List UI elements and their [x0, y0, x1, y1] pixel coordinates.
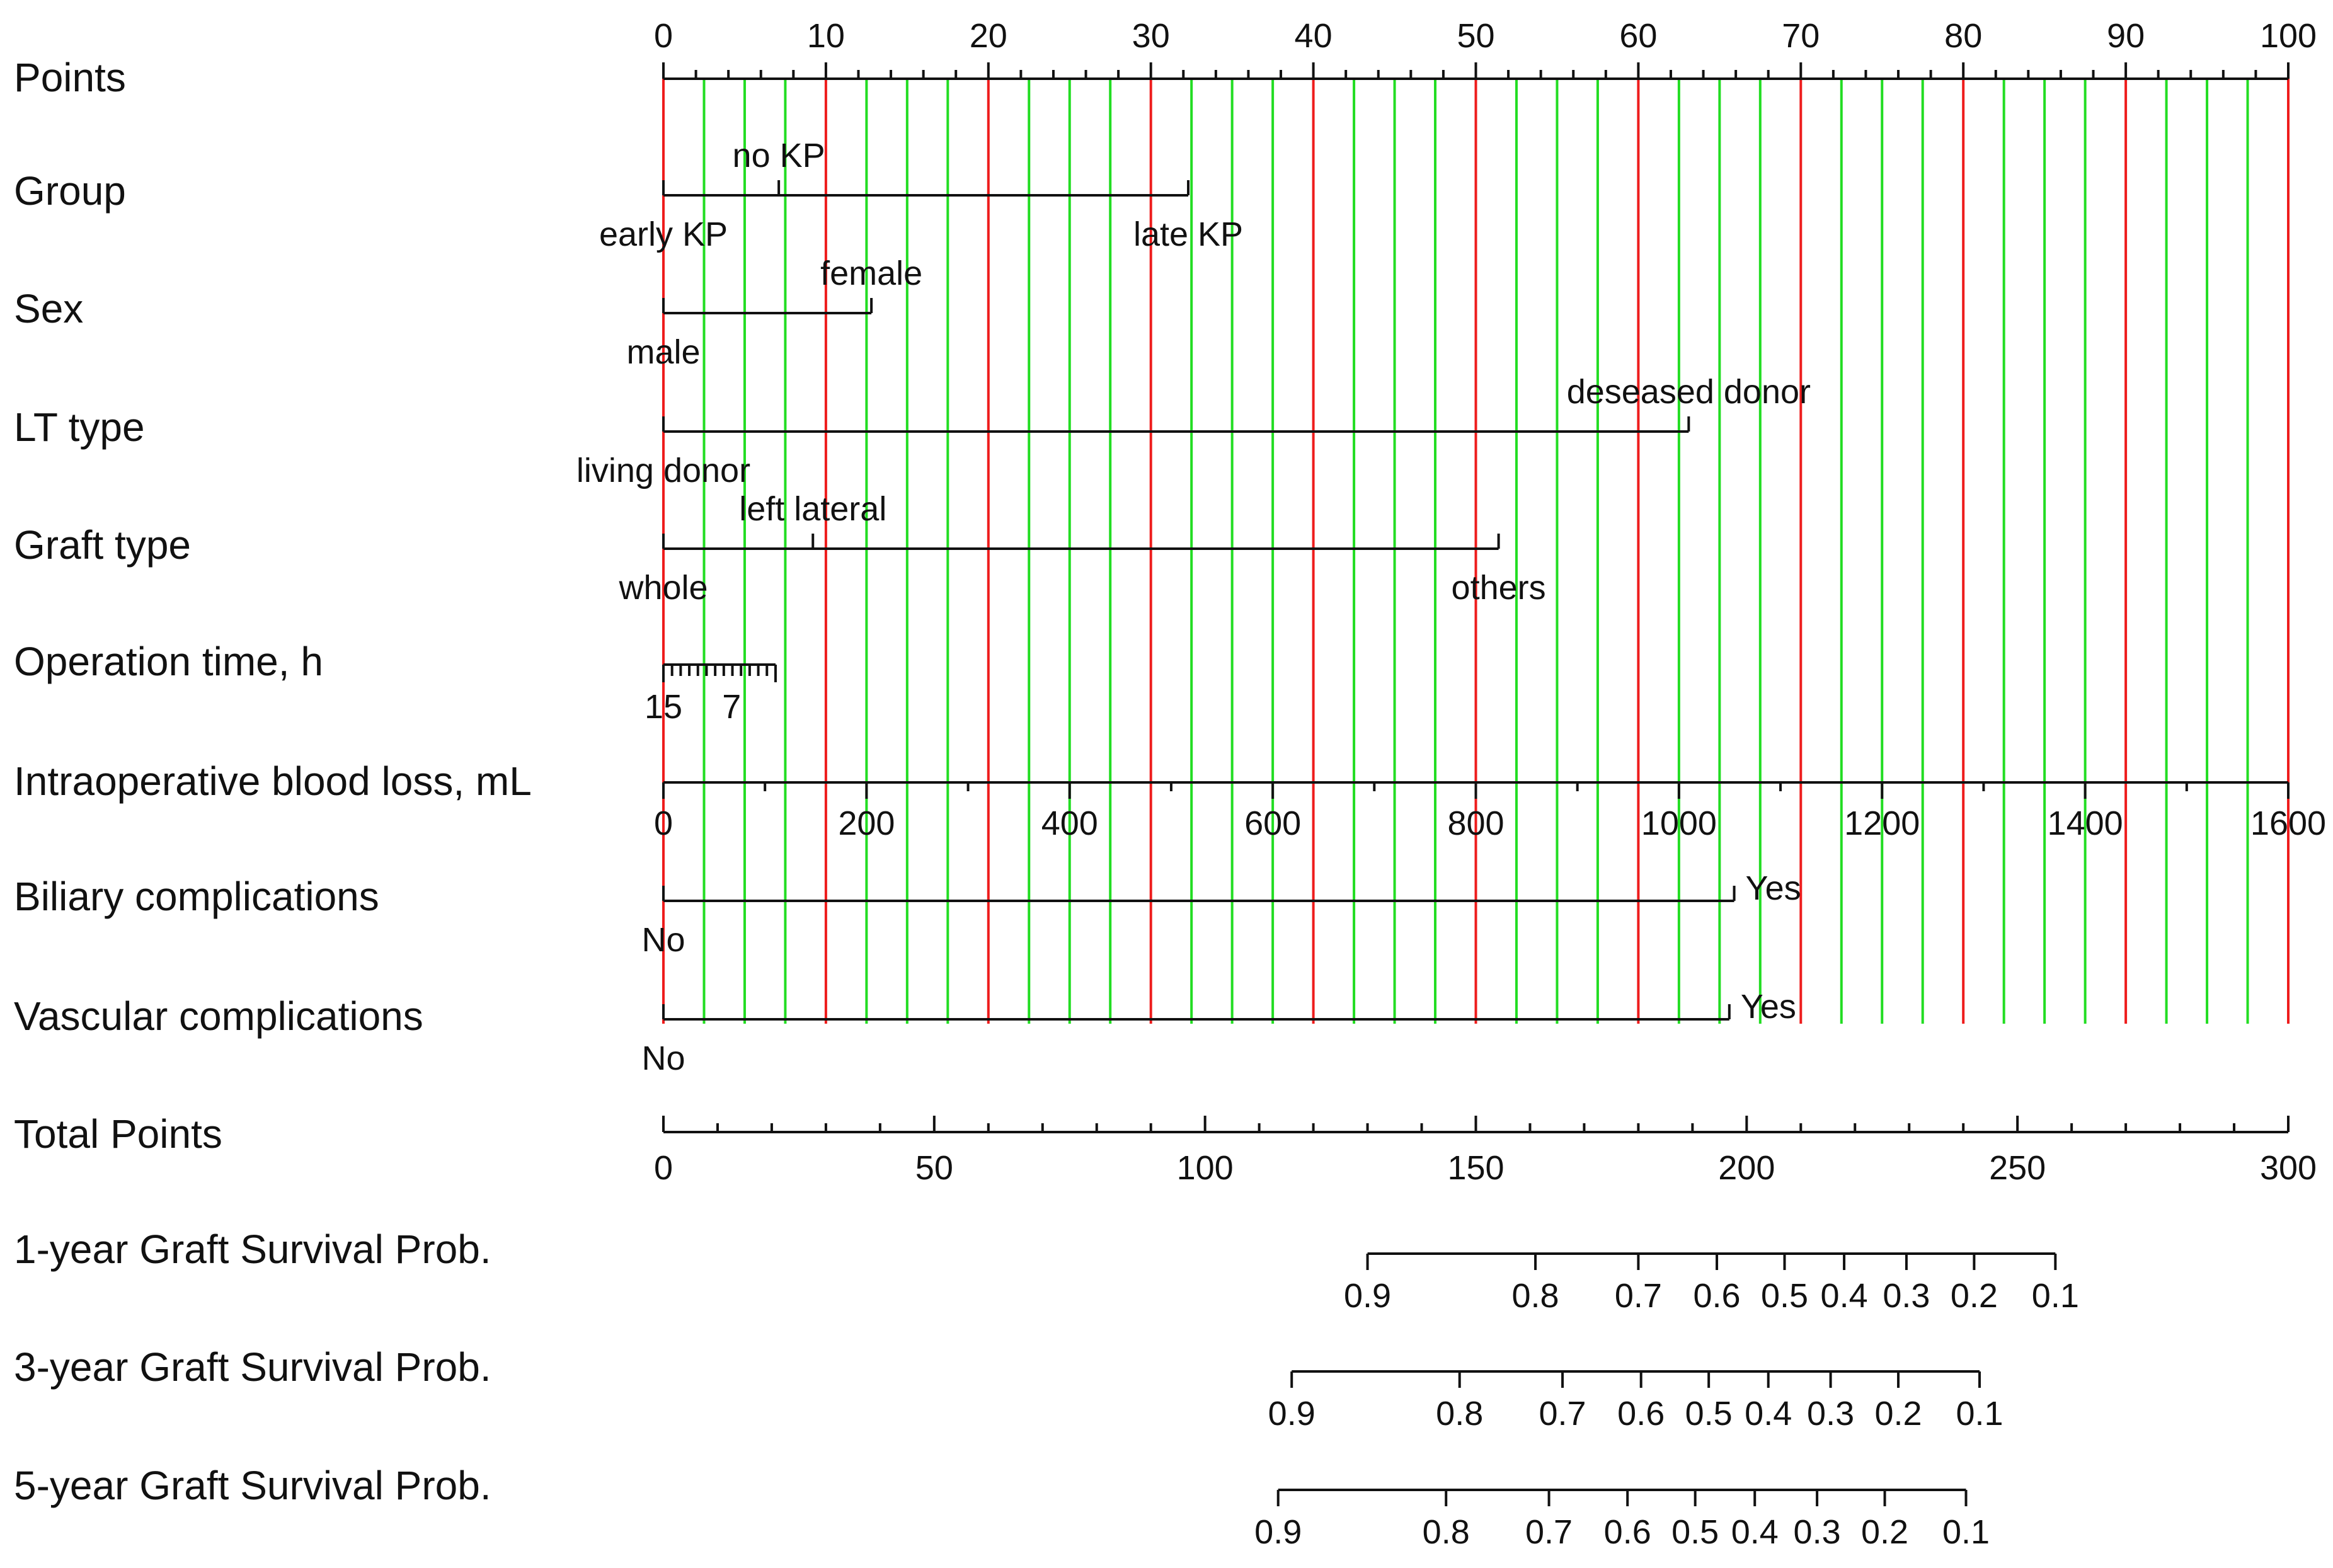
probability-tick-label: 0.3 — [1883, 1277, 1930, 1315]
probability-tick-label: 0.5 — [1671, 1513, 1719, 1551]
variable-label: Operation time, h — [14, 639, 323, 684]
level-label: left lateral — [739, 490, 886, 528]
level-label: male — [626, 333, 700, 371]
total-points-tick-label: 0 — [654, 1149, 673, 1187]
points-tick-label: 30 — [1132, 17, 1170, 55]
level-label: late KP — [1133, 215, 1243, 253]
points-tick-label: 70 — [1782, 17, 1820, 55]
probability-axis-label: 1-year Graft Survival Prob. — [14, 1227, 491, 1272]
level-label: whole — [618, 569, 708, 607]
probability-tick-label: 0.4 — [1745, 1395, 1792, 1433]
level-label: No — [641, 921, 685, 959]
points-tick-label: 60 — [1619, 17, 1657, 55]
points-tick-label: 0 — [654, 17, 673, 55]
probability-tick-label: 0.9 — [1268, 1395, 1316, 1433]
points-tick-label: 80 — [1944, 17, 1982, 55]
level-label: early KP — [599, 215, 728, 253]
points-tick-label: 40 — [1295, 17, 1333, 55]
level-label: deseased donor — [1567, 373, 1811, 411]
variable-label: Graft type — [14, 522, 191, 568]
probability-tick-label: 0.2 — [1875, 1395, 1922, 1433]
level-label: living donor — [576, 452, 750, 489]
points-tick-label: 100 — [2260, 17, 2317, 55]
probability-tick-label: 0.9 — [1344, 1277, 1391, 1315]
probability-tick-label: 0.6 — [1604, 1513, 1651, 1551]
total-points-label: Total Points — [14, 1111, 222, 1157]
variable-tick-label: 600 — [1244, 804, 1301, 842]
probability-tick-label: 0.5 — [1761, 1277, 1808, 1315]
variable-label: Intraoperative blood loss, mL — [14, 758, 532, 804]
level-label: No — [641, 1039, 685, 1077]
variable-label: Vascular complications — [14, 993, 423, 1039]
level-label: Yes — [1741, 988, 1796, 1026]
probability-axis-label: 3-year Graft Survival Prob. — [14, 1344, 491, 1390]
probability-tick-label: 0.4 — [1731, 1513, 1779, 1551]
points-tick-label: 10 — [807, 17, 845, 55]
variable-tick-label: 1200 — [1844, 804, 1920, 842]
probability-tick-label: 0.5 — [1685, 1395, 1733, 1433]
total-points-tick-label: 100 — [1177, 1149, 1234, 1187]
points-tick-label: 20 — [970, 17, 1007, 55]
total-points-tick-label: 50 — [915, 1149, 953, 1187]
variable-tick-label: 15 — [645, 688, 682, 726]
total-points-tick-label: 250 — [1989, 1149, 2046, 1187]
probability-tick-label: 0.3 — [1794, 1513, 1841, 1551]
probability-axis-label: 5-year Graft Survival Prob. — [14, 1463, 491, 1508]
total-points-tick-label: 150 — [1447, 1149, 1504, 1187]
level-label: no KP — [733, 137, 825, 175]
probability-tick-label: 0.2 — [1951, 1277, 1998, 1315]
probability-tick-label: 0.1 — [1956, 1395, 2003, 1433]
variable-tick-label: 400 — [1041, 804, 1098, 842]
total-points-tick-label: 300 — [2260, 1149, 2317, 1187]
probability-tick-label: 0.9 — [1254, 1513, 1302, 1551]
variable-tick-label: 1000 — [1641, 804, 1717, 842]
points-tick-label: 50 — [1457, 17, 1494, 55]
probability-tick-label: 0.3 — [1807, 1395, 1854, 1433]
grid-lines — [662, 79, 2290, 1024]
probability-tick-label: 0.6 — [1617, 1395, 1665, 1433]
variable-tick-label: 0 — [654, 804, 673, 842]
probability-tick-label: 0.8 — [1436, 1395, 1483, 1433]
variable-tick-label: 1600 — [2250, 804, 2326, 842]
probability-tick-label: 0.4 — [1821, 1277, 1868, 1315]
level-label: female — [820, 255, 922, 292]
variable-tick-label: 200 — [838, 804, 895, 842]
level-label: Yes — [1746, 869, 1801, 907]
probability-tick-label: 0.7 — [1615, 1277, 1662, 1315]
total-points-tick-label: 200 — [1718, 1149, 1775, 1187]
probability-tick-label: 0.7 — [1525, 1513, 1573, 1551]
level-label: others — [1452, 569, 1546, 607]
probability-tick-label: 0.8 — [1512, 1277, 1559, 1315]
probability-tick-label: 0.7 — [1539, 1395, 1586, 1433]
variable-tick-label: 800 — [1447, 804, 1504, 842]
variable-tick-label: 7 — [722, 688, 741, 726]
points-tick-label: 90 — [2107, 17, 2145, 55]
probability-tick-label: 0.6 — [1694, 1277, 1741, 1315]
points-axis-label: Points — [14, 55, 126, 100]
variable-label: Biliary complications — [14, 874, 379, 919]
variable-label: Group — [14, 168, 126, 214]
variable-tick-label: 1400 — [2048, 804, 2123, 842]
probability-tick-label: 0.8 — [1423, 1513, 1470, 1551]
probability-tick-label: 0.1 — [2032, 1277, 2079, 1315]
probability-tick-label: 0.2 — [1861, 1513, 1908, 1551]
variable-label: Sex — [14, 286, 83, 331]
variable-label: LT type — [14, 404, 145, 450]
probability-tick-label: 0.1 — [1942, 1513, 1990, 1551]
